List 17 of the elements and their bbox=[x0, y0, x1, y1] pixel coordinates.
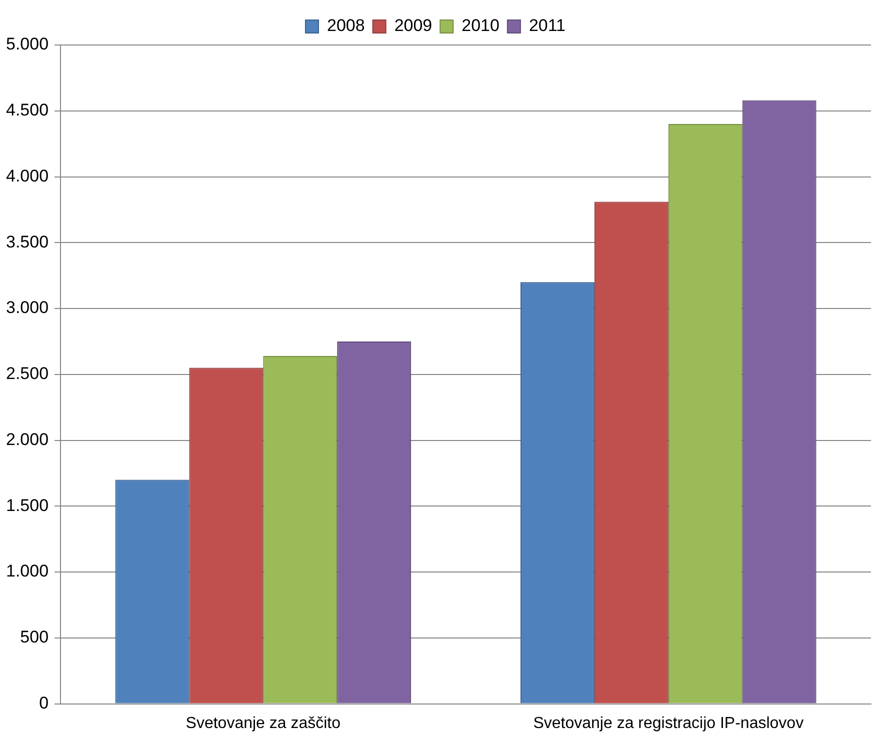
y-tick-label: 0 bbox=[39, 693, 49, 712]
y-tick-label: 2.000 bbox=[6, 430, 49, 449]
y-tick-label: 5.000 bbox=[6, 34, 49, 54]
y-tick-label: 3.500 bbox=[6, 232, 49, 252]
y-tick-label: 2.500 bbox=[6, 364, 49, 384]
y-tick-label: 500 bbox=[20, 628, 49, 647]
legend-label: 2008 bbox=[326, 16, 365, 36]
y-tick-label: 3.000 bbox=[6, 298, 49, 318]
legend-label: 2009 bbox=[394, 16, 432, 36]
y-tick-label: 1.500 bbox=[6, 496, 49, 515]
x-tick-label: Svetovanje za registracijo IP-naslovov bbox=[533, 714, 804, 732]
y-tick-label: 1.000 bbox=[6, 562, 49, 581]
y-tick-label: 4.500 bbox=[6, 100, 49, 120]
y-tick-label: 4.000 bbox=[6, 166, 49, 186]
x-tick-label: Svetovanje za zaščito bbox=[186, 714, 341, 732]
legend-label: 2010 bbox=[462, 16, 500, 36]
legend-label: 2011 bbox=[528, 16, 566, 36]
